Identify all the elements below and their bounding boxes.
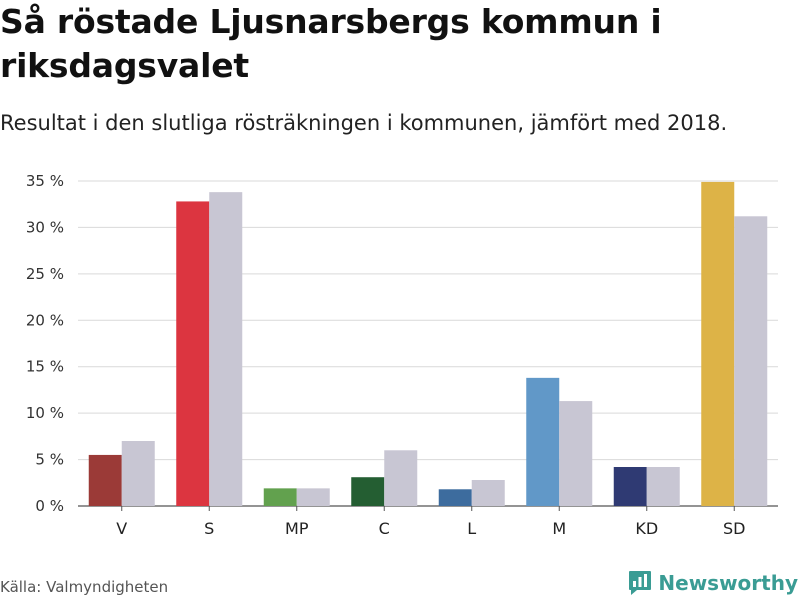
- source-note: Källa: Valmyndigheten: [0, 578, 169, 596]
- y-tick-label: 10 %: [26, 404, 64, 422]
- newsworthy-logo: Newsworthy: [628, 568, 798, 598]
- bar-m-2022: [526, 377, 560, 506]
- bar-v-2018: [121, 441, 155, 506]
- y-tick-label: 5 %: [35, 451, 64, 469]
- newsworthy-logo-text: Newsworthy: [658, 571, 798, 595]
- y-tick-label: 35 %: [26, 172, 64, 190]
- bar-sd-2022: [701, 181, 735, 506]
- bar-v-2022: [88, 454, 122, 506]
- x-tick-label: L: [467, 519, 476, 538]
- bars: [88, 181, 768, 506]
- bar-mp-2018: [296, 488, 330, 506]
- bar-c-2022: [351, 477, 385, 506]
- bar-sd-2018: [734, 216, 768, 506]
- x-tick-label: SD: [723, 519, 745, 538]
- chart-title: Så röstade Ljusnarsbergs kommun i riksda…: [0, 2, 662, 85]
- y-tick-label: 20 %: [26, 311, 64, 329]
- x-tick-label: KD: [635, 519, 658, 538]
- y-tick-label: 25 %: [26, 265, 64, 283]
- bar-l-2018: [471, 480, 505, 506]
- bar-chart: 0 % 5 % 10 % 15 % 20 % 25 % 30 % 35 % V S MP C L M KD…: [26, 172, 778, 538]
- bar-kd-2022: [613, 467, 647, 506]
- x-tick-label: V: [116, 519, 127, 538]
- y-tick-label: 0 %: [35, 497, 64, 515]
- y-axis-ticks: 0 % 5 % 10 % 15 % 20 % 25 % 30 % 35 %: [26, 172, 64, 515]
- x-tick-label: S: [204, 519, 214, 538]
- y-tick-label: 30 %: [26, 218, 64, 236]
- y-tick-label: 15 %: [26, 358, 64, 376]
- newsworthy-logo-icon: [629, 571, 652, 595]
- bar-s-2022: [176, 201, 210, 506]
- x-tick-label: MP: [285, 519, 309, 538]
- chart-subtitle: Resultat i den slutliga rösträkningen i …: [0, 111, 728, 135]
- bar-c-2018: [384, 450, 418, 506]
- bar-l-2022: [438, 489, 472, 506]
- x-tick-label: M: [552, 519, 566, 538]
- bar-m-2018: [559, 401, 593, 506]
- x-axis-ticks: V S MP C L M KD SD: [116, 506, 745, 538]
- bar-s-2018: [209, 192, 243, 506]
- bar-kd-2018: [646, 467, 680, 506]
- x-tick-label: C: [379, 519, 390, 538]
- bar-mp-2022: [263, 488, 297, 506]
